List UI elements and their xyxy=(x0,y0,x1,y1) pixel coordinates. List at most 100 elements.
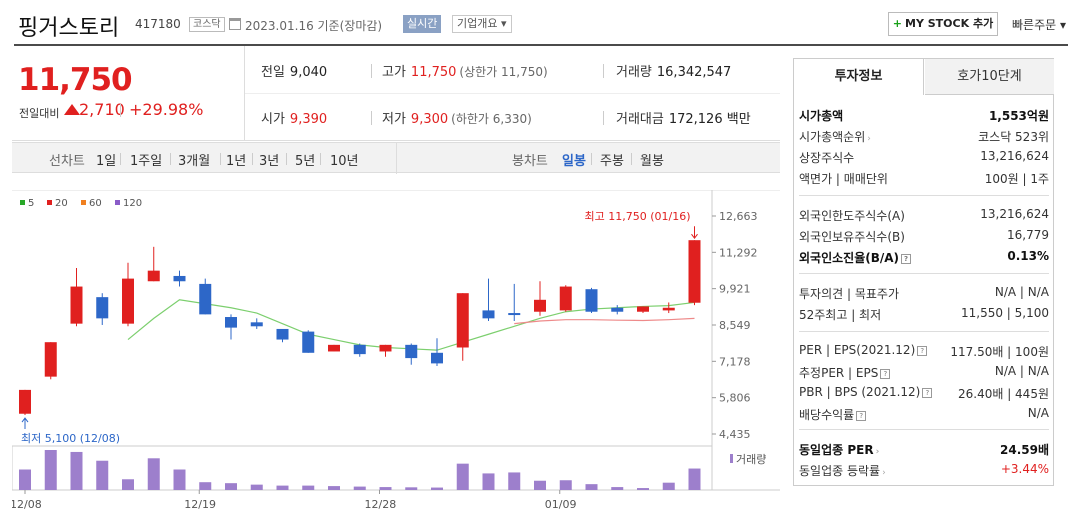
legend-swatch xyxy=(115,200,120,205)
chevron-right-icon[interactable]: › xyxy=(882,468,886,478)
volume-bar xyxy=(353,486,366,490)
volume-bar xyxy=(431,487,443,490)
info-label: 추정PER | EPS? xyxy=(799,364,891,381)
mystock-add-label: MY STOCK 추가 xyxy=(905,17,994,30)
info-label: 투자의견 | 목표주가 xyxy=(799,287,899,301)
info-row: 동일업종 PER › 24.59배 xyxy=(799,441,1049,461)
candle-body xyxy=(44,342,57,377)
divider xyxy=(799,273,1049,274)
info-value: +3.44% xyxy=(1000,462,1049,476)
stock-header: 핑거스토리 417180 코스닥 2023.01.16 기준(장마감) 실시간 … xyxy=(14,0,1068,46)
info-row: 외국인소진율(B/A)? 0.13% xyxy=(799,249,1049,269)
divider xyxy=(799,195,1049,196)
candle-body xyxy=(456,293,469,348)
info-value: 1,553억원 xyxy=(988,109,1049,123)
divider xyxy=(120,153,121,165)
y-tick-label: 12,663 xyxy=(719,210,758,223)
tab-monthly[interactable]: 월봉 xyxy=(640,154,664,169)
volume-bar xyxy=(70,451,83,490)
tab-1d[interactable]: 1일 xyxy=(96,154,117,169)
candle-body xyxy=(70,286,83,324)
y-tick-label: 5,806 xyxy=(719,392,751,405)
stock-code: 417180 xyxy=(135,17,181,31)
tab-3y[interactable]: 3년 xyxy=(259,154,280,169)
help-icon[interactable]: ? xyxy=(880,368,891,379)
candle-body xyxy=(19,389,31,414)
divider xyxy=(220,153,221,165)
candle-body xyxy=(199,283,212,315)
info-value: 100원 | 1주 xyxy=(984,172,1049,186)
x-tick-label: 12/19 xyxy=(184,498,216,511)
legend-label: 20 xyxy=(55,198,68,209)
volume-bar xyxy=(173,469,186,490)
volume-bar xyxy=(662,482,675,490)
tab-10y[interactable]: 10년 xyxy=(330,154,359,169)
tab-3m[interactable]: 3개월 xyxy=(178,154,211,169)
help-icon[interactable]: ? xyxy=(917,345,928,356)
tab-1y[interactable]: 1년 xyxy=(226,154,247,169)
chevron-right-icon[interactable]: › xyxy=(867,134,871,144)
info-row: PER | EPS(2021.12)? 117.50배 | 100원 xyxy=(799,343,1049,363)
volume-bar xyxy=(276,485,289,490)
trade-volume: 거래량 16,342,547 xyxy=(616,65,732,80)
divider xyxy=(603,111,604,125)
info-value: 13,216,624 xyxy=(980,149,1049,163)
candle-body xyxy=(482,310,495,319)
tab-investment-info[interactable]: 투자정보 xyxy=(794,59,924,95)
help-icon[interactable]: ? xyxy=(901,253,912,264)
help-icon[interactable]: ? xyxy=(856,410,867,421)
chevron-right-icon[interactable]: › xyxy=(875,447,880,457)
tab-5y[interactable]: 5년 xyxy=(295,154,316,169)
realtime-button[interactable]: 실시간 xyxy=(403,15,442,33)
volume-bar xyxy=(302,485,315,490)
info-row: PBR | BPS (2021.12)? 26.40배 | 445원 xyxy=(799,385,1049,405)
line-chart-label: 선차트 xyxy=(49,154,85,169)
candle-body xyxy=(559,286,572,311)
info-label: 외국인소진율(B/A)? xyxy=(799,249,912,266)
info-value: 0.13% xyxy=(1007,249,1049,263)
info-value: N/A xyxy=(1027,406,1049,420)
volume-bar xyxy=(405,487,418,490)
info-label: 배당수익률? xyxy=(799,406,867,423)
open-price: 시가 9,390 xyxy=(261,112,328,127)
divider xyxy=(170,153,171,165)
info-row: 외국인한도주식수(A) 13,216,624 xyxy=(799,207,1049,227)
divider xyxy=(371,64,372,78)
candle-body xyxy=(122,278,134,324)
volume-bar xyxy=(379,487,392,490)
investment-info-panel: 투자정보 호가10단계 시가총액 1,553억원 시가총액순위 › 코스닥 523위 상장… xyxy=(793,58,1054,486)
divider xyxy=(799,331,1049,332)
info-label: 동일업종 등락률 › xyxy=(799,464,886,478)
tab-1w[interactable]: 1주일 xyxy=(130,154,163,169)
volume-label: 거래량 xyxy=(736,453,766,466)
base-date: 2023.01.16 기준(장마감) xyxy=(245,19,383,33)
high-price: 고가 11,750 (상한가 11,750) xyxy=(382,65,548,80)
info-value: 13,216,624 xyxy=(980,207,1049,221)
tab-order-book[interactable]: 호가10단계 xyxy=(925,59,1054,95)
ma20-line xyxy=(514,317,695,325)
info-row: 52주최고 | 최저 11,550 | 5,100 xyxy=(799,306,1049,326)
candle-body xyxy=(276,328,289,340)
candle-body xyxy=(353,344,366,355)
period-tabs: 선차트 1일 1주일 3개월 1년 3년 5년 10년 봉차트 일봉 주봉 월봉 xyxy=(12,142,780,174)
info-row: 시가총액 1,553억원 xyxy=(799,107,1049,127)
candle-body xyxy=(662,307,675,311)
y-tick-label: 11,292 xyxy=(719,246,758,259)
tab-weekly[interactable]: 주봉 xyxy=(600,154,624,169)
tab-daily[interactable]: 일봉 xyxy=(562,154,586,169)
volume-bar xyxy=(559,480,572,490)
divider xyxy=(286,153,287,165)
quick-order-dropdown[interactable]: 빠른주문 ▾ xyxy=(1012,18,1066,32)
help-icon[interactable]: ? xyxy=(922,387,933,398)
volume-bar xyxy=(688,468,701,490)
candle-body xyxy=(96,297,109,319)
volume-bar xyxy=(637,488,649,490)
volume-bar xyxy=(611,487,624,490)
info-row: 액면가 | 매매단위 100원 | 1주 xyxy=(799,170,1049,190)
candle-chart[interactable]: 5 20 60 120 12,663 11,292 9,921 8,549 7,178 5,806… xyxy=(12,190,780,521)
mystock-add-button[interactable]: + MY STOCK 추가 xyxy=(888,12,998,36)
candle-body xyxy=(688,240,701,303)
divider xyxy=(252,153,253,165)
corp-overview-dropdown[interactable]: 기업개요 ▾ xyxy=(452,15,512,33)
volume-bar xyxy=(199,482,212,490)
